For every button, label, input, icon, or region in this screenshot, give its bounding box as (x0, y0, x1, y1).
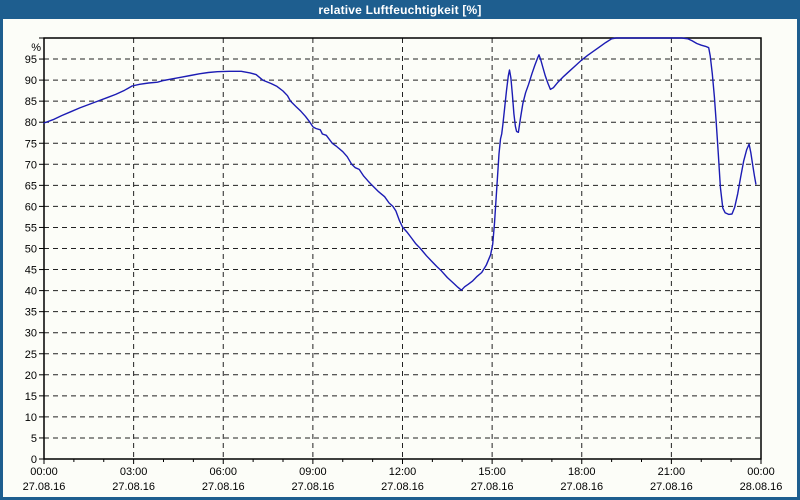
humidity-line (43, 37, 757, 291)
svg-text:35: 35 (25, 307, 37, 319)
svg-text:20: 20 (25, 370, 37, 382)
svg-text:12:00: 12:00 (389, 466, 417, 478)
svg-text:27.08.16: 27.08.16 (202, 481, 245, 493)
svg-text:15: 15 (25, 391, 37, 403)
svg-text:30: 30 (25, 328, 37, 340)
svg-text:27.08.16: 27.08.16 (381, 481, 424, 493)
h-gridlines (44, 58, 761, 439)
svg-text:60: 60 (25, 201, 37, 213)
v-gridlines (133, 38, 672, 459)
svg-text:27.08.16: 27.08.16 (560, 481, 603, 493)
svg-text:75: 75 (25, 138, 37, 150)
svg-text:03:00: 03:00 (120, 466, 148, 478)
svg-text:27.08.16: 27.08.16 (112, 481, 155, 493)
svg-text:70: 70 (25, 159, 37, 171)
svg-text:21:00: 21:00 (658, 466, 686, 478)
svg-text:65: 65 (25, 180, 37, 192)
svg-text:25: 25 (25, 349, 37, 361)
svg-text:28.08.16: 28.08.16 (740, 481, 783, 493)
svg-text:27.08.16: 27.08.16 (471, 481, 514, 493)
svg-text:10: 10 (25, 412, 37, 424)
svg-text:50: 50 (25, 244, 37, 256)
y-unit-label: % (31, 42, 41, 54)
x-time-labels: 00:00 03:00 06:00 09:00 12:00 15:00 18:00 21:00… (30, 466, 775, 478)
svg-text:55: 55 (25, 222, 37, 234)
y-tick-labels: 0 5 10 15 20 25 30 35 40 45 50 55 60 65 70 75 80 85 90 95 (25, 54, 37, 466)
x-date-labels: 27.08.16 27.08.16 27.08.16 27.08.16 27.08.16… (23, 481, 783, 493)
svg-text:15:00: 15:00 (478, 466, 506, 478)
y-axis-ticks (39, 37, 44, 460)
window-title: relative Luftfeuchtigkeit [%] (318, 2, 482, 17)
svg-text:5: 5 (31, 433, 37, 445)
svg-text:80: 80 (25, 117, 37, 129)
svg-text:27.08.16: 27.08.16 (291, 481, 334, 493)
svg-text:06:00: 06:00 (209, 466, 237, 478)
svg-text:40: 40 (25, 286, 37, 298)
svg-text:00:00: 00:00 (747, 466, 775, 478)
svg-text:95: 95 (25, 54, 37, 66)
svg-text:00:00: 00:00 (30, 466, 58, 478)
svg-text:18:00: 18:00 (568, 466, 596, 478)
svg-text:45: 45 (25, 265, 37, 277)
svg-text:%: % (31, 42, 41, 54)
plot-frame (43, 37, 762, 460)
svg-text:85: 85 (25, 96, 37, 108)
svg-text:27.08.16: 27.08.16 (23, 481, 66, 493)
svg-text:27.08.16: 27.08.16 (650, 481, 693, 493)
title-bar: relative Luftfeuchtigkeit [%] (0, 0, 800, 19)
svg-text:09:00: 09:00 (299, 466, 327, 478)
svg-text:90: 90 (25, 75, 37, 87)
svg-text:0: 0 (31, 454, 37, 466)
